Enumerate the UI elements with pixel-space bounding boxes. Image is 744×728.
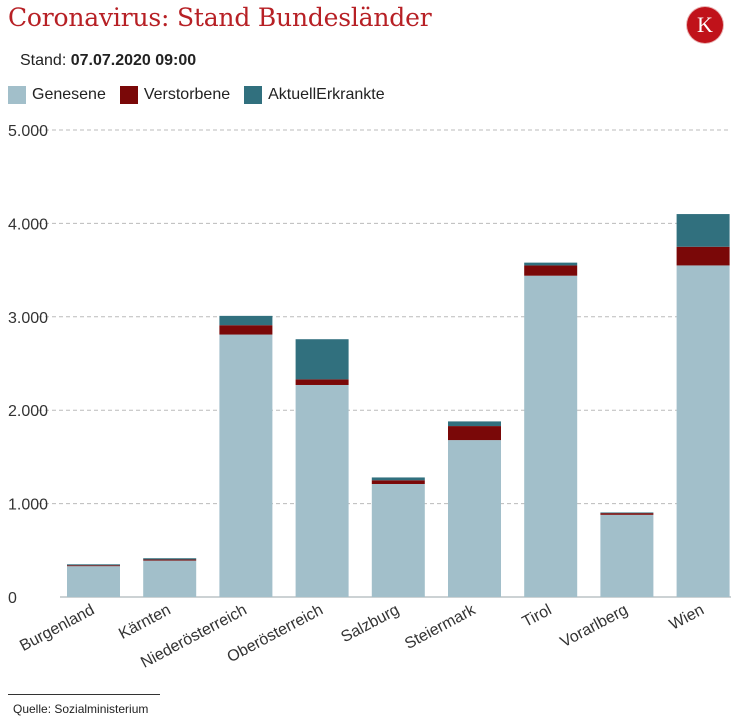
legend-item-aktuell: AktuellErkrankte xyxy=(244,86,385,104)
y-tick-label: 1.000 xyxy=(8,497,48,514)
bar-segment xyxy=(67,566,120,597)
legend-label-aktuell: AktuellErkrankte xyxy=(268,86,385,103)
bar-segment xyxy=(219,325,273,335)
kleine-zeitung-logo: K xyxy=(687,7,723,43)
legend-label-verstorbene: Verstorbene xyxy=(143,86,231,103)
bar-segment xyxy=(448,440,501,597)
legend-swatch-verstorbene xyxy=(119,86,138,104)
bar-segment xyxy=(676,265,730,597)
bar-segment xyxy=(676,246,730,266)
y-tick-label: 4.000 xyxy=(8,216,48,233)
y-tick-label: 3.000 xyxy=(8,310,48,327)
x-tick-label: Burgenland xyxy=(17,602,97,655)
x-tick-label: Kärnten xyxy=(116,602,173,643)
bar-segment xyxy=(219,334,273,597)
source-note: Quelle: Sozialministerium xyxy=(13,702,149,716)
bar-segment xyxy=(67,564,120,566)
bar-segment xyxy=(143,558,197,560)
stand-label: Stand: xyxy=(20,52,67,69)
bar-segment xyxy=(676,214,730,247)
x-tick-label: Tirol xyxy=(520,602,555,631)
bar-segment xyxy=(524,265,578,276)
x-tick-label: Vorarlberg xyxy=(558,602,631,652)
bar-segment xyxy=(67,565,120,567)
bar-segment xyxy=(600,513,654,515)
logo-letter: K xyxy=(697,12,713,37)
x-tick-label: Salzburg xyxy=(338,602,402,647)
bar-segment xyxy=(524,262,578,266)
bar-segment xyxy=(219,315,273,326)
chart-title: Coronavirus: Stand Bundesländer xyxy=(8,3,432,32)
y-tick-label: 0 xyxy=(8,590,17,607)
bar-segment xyxy=(524,275,578,597)
x-tick-label: Wien xyxy=(667,602,707,634)
bar-segment xyxy=(448,421,501,427)
bar-segment xyxy=(295,339,349,380)
bar-segment xyxy=(448,426,501,441)
legend-label-genesene: Genesene xyxy=(32,86,106,103)
bar-segment xyxy=(143,560,197,597)
x-tick-label: Steiermark xyxy=(402,601,479,653)
legend: Genesene Verstorbene AktuellErkrankte xyxy=(8,86,399,104)
stacked-bar-chart: 0 1.000 2.000 3.000 4.000 5.000 Burgenland Kärn… xyxy=(8,123,731,672)
y-tick-label: 5.000 xyxy=(8,123,48,140)
legend-swatch-aktuell xyxy=(244,86,263,104)
bar-segment xyxy=(600,514,654,597)
bar-segment xyxy=(295,379,349,385)
stand-value: 07.07.2020 09:00 xyxy=(70,52,197,69)
bar-segment xyxy=(371,480,425,484)
stand-line: Stand: 07.07.2020 09:00 xyxy=(20,52,196,70)
legend-item-genesene: Genesene xyxy=(8,86,106,104)
bar-segment xyxy=(371,477,425,481)
bar-segment xyxy=(600,512,654,514)
bar-segment xyxy=(371,483,425,597)
bar-segment xyxy=(295,384,349,597)
y-tick-label: 2.000 xyxy=(8,403,48,420)
source-divider xyxy=(8,694,160,695)
bar-segment xyxy=(143,559,197,561)
legend-item-verstorbene: Verstorbene xyxy=(119,86,231,104)
legend-swatch-genesene xyxy=(8,86,26,104)
